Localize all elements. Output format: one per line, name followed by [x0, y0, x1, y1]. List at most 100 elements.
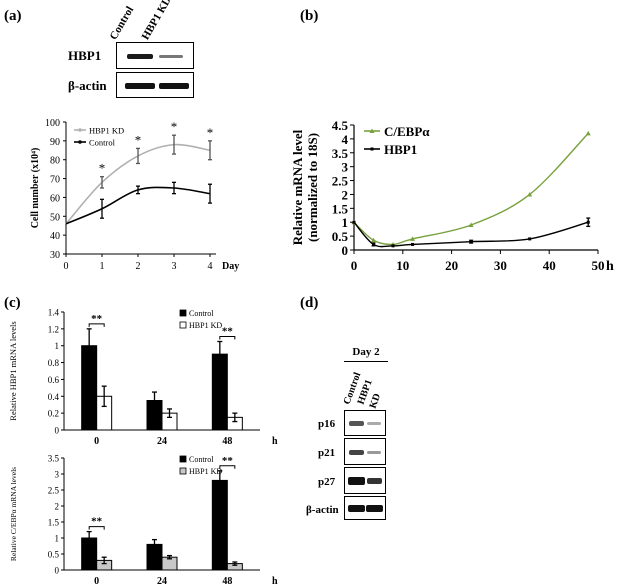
y-tick-label: 2.5	[48, 486, 60, 496]
y-tick-label: 100	[45, 118, 60, 129]
legend-label: HBP1 KD	[189, 321, 222, 330]
x-tick-label: 40	[543, 258, 556, 273]
chart-cell-growth: 30 40 50 60 70 80 90 100 0 1 2 3 4 Day Cell number (x1…	[30, 118, 239, 272]
blot-d-p16-box	[344, 410, 386, 436]
legend-label: HBP1 KD	[189, 467, 222, 476]
y-tick-label: 4	[342, 132, 349, 147]
band	[367, 478, 382, 484]
data-point-triangle	[527, 191, 533, 197]
data-point-triangle	[410, 236, 416, 241]
legend-marker	[370, 147, 374, 151]
x-tick-label: 24	[157, 576, 167, 587]
y-tick-label: 0.4	[48, 392, 60, 402]
significance-bracket	[88, 526, 105, 530]
y-tick-label: 0.5	[332, 229, 349, 244]
panel-label-c: (c)	[4, 295, 21, 311]
significance-stars: **	[222, 326, 234, 338]
band	[127, 54, 153, 59]
y-tick-label: 3	[342, 160, 349, 175]
legend-label: Control	[89, 138, 116, 148]
legend-swatch	[179, 321, 187, 329]
y-tick-label: 1.4	[48, 308, 60, 318]
x-tick-label: 1	[100, 261, 105, 272]
x-tick-label: 50	[592, 258, 605, 273]
blot-d-actin-box	[344, 496, 386, 520]
chart-mrna-timecourse: 00.511.522.533.544.5 0 10 20 30 40 50 h Relative…	[290, 118, 614, 274]
blot-d-p27-box	[344, 467, 386, 494]
y-tick-label: 3.5	[48, 454, 60, 464]
significance-stars: **	[91, 313, 103, 325]
y-tick-label: 2	[342, 187, 349, 202]
x-tick-label: 3	[172, 261, 177, 272]
x-tick-label: 30	[494, 258, 507, 273]
y-axis-label: (normalized to 18S)	[305, 133, 320, 242]
y-tick-label: 80	[50, 156, 60, 167]
data-point-triangle	[585, 130, 591, 136]
y-axis-label: Relative C/EBPα mRNA levels	[9, 467, 18, 561]
band	[367, 451, 381, 454]
y-tick-label: 1.2	[48, 324, 59, 334]
y-tick-label: 0	[342, 243, 349, 258]
panel-label-a: (a)	[4, 8, 22, 24]
blot-a-lane-control: Control	[107, 4, 137, 42]
x-axis-label: h	[606, 259, 614, 274]
significance-stars: **	[91, 516, 103, 528]
x-tick-label: 0	[64, 261, 69, 272]
band	[348, 477, 365, 485]
y-tick-label: 0	[55, 566, 60, 576]
band	[349, 421, 364, 426]
blot-d-row-p21: p21	[318, 447, 336, 459]
data-point-square	[391, 244, 395, 248]
data-point-square	[411, 242, 415, 246]
chart-cebpa-bars: 0 0.5 1 1.5 2 2.5 3 3.5 Relative C/EBPα mRNA lev…	[9, 454, 278, 587]
band	[349, 450, 364, 455]
band	[125, 83, 155, 89]
x-tick-label: 20	[445, 258, 458, 273]
legend-label: HBP1 KD	[89, 126, 124, 136]
significance-star: *	[135, 132, 142, 147]
legend-label: HBP1	[384, 142, 417, 157]
legend-swatch	[179, 455, 187, 463]
y-tick-label: 90	[50, 137, 60, 148]
legend-marker	[78, 140, 82, 144]
y-tick-label: 1.5	[48, 518, 60, 528]
y-tick-label: 70	[50, 175, 60, 186]
band	[159, 83, 189, 89]
x-tick-label: 48	[222, 436, 232, 447]
significance-star: *	[171, 119, 178, 134]
blot-d-row-p16: p16	[318, 418, 336, 430]
y-tick-label: 0.8	[48, 358, 60, 368]
data-point-triangle	[371, 237, 377, 243]
x-tick-label: 48	[222, 576, 232, 587]
significance-bracket	[88, 323, 105, 327]
y-tick-label: 3.5	[332, 146, 349, 161]
legend-label: Control	[189, 455, 214, 464]
data-point-triangle	[468, 222, 474, 227]
y-tick-label: 0.5	[48, 550, 60, 560]
y-tick-label: 2	[55, 502, 60, 512]
significance-star: *	[99, 161, 106, 176]
y-axis-label: Relative mRNA level	[290, 129, 305, 245]
band	[348, 505, 365, 512]
x-axis-label: h	[272, 576, 278, 587]
y-tick-label: 4.5	[332, 118, 349, 133]
x-tick-label: 0	[94, 436, 99, 447]
blot-d-row-actin: β-actin	[306, 504, 339, 516]
x-tick-label: 0	[351, 258, 358, 273]
blot-d-header-rule	[344, 361, 388, 362]
panel-label-d: (d)	[300, 295, 319, 311]
legend-swatch	[179, 309, 187, 317]
blot-d-header: Day 2	[352, 346, 380, 358]
y-tick-label: 1.5	[332, 201, 349, 216]
blot-d-p21-box	[344, 438, 386, 465]
data-point-square	[352, 220, 356, 224]
chart-hbp1-bars: 0 0.2 0.4 0.6 0.8 1 1.2 1.4 Relative HBP1 mRNA l…	[8, 308, 278, 448]
x-axis-label: h	[272, 436, 278, 447]
x-tick-label: 24	[157, 436, 167, 447]
legend-marker	[369, 128, 375, 133]
legend-marker	[78, 128, 82, 132]
y-tick-label: 60	[50, 193, 60, 204]
x-tick-label: 10	[396, 258, 409, 273]
y-tick-label: 40	[50, 231, 60, 242]
y-tick-label: 3	[55, 470, 60, 480]
